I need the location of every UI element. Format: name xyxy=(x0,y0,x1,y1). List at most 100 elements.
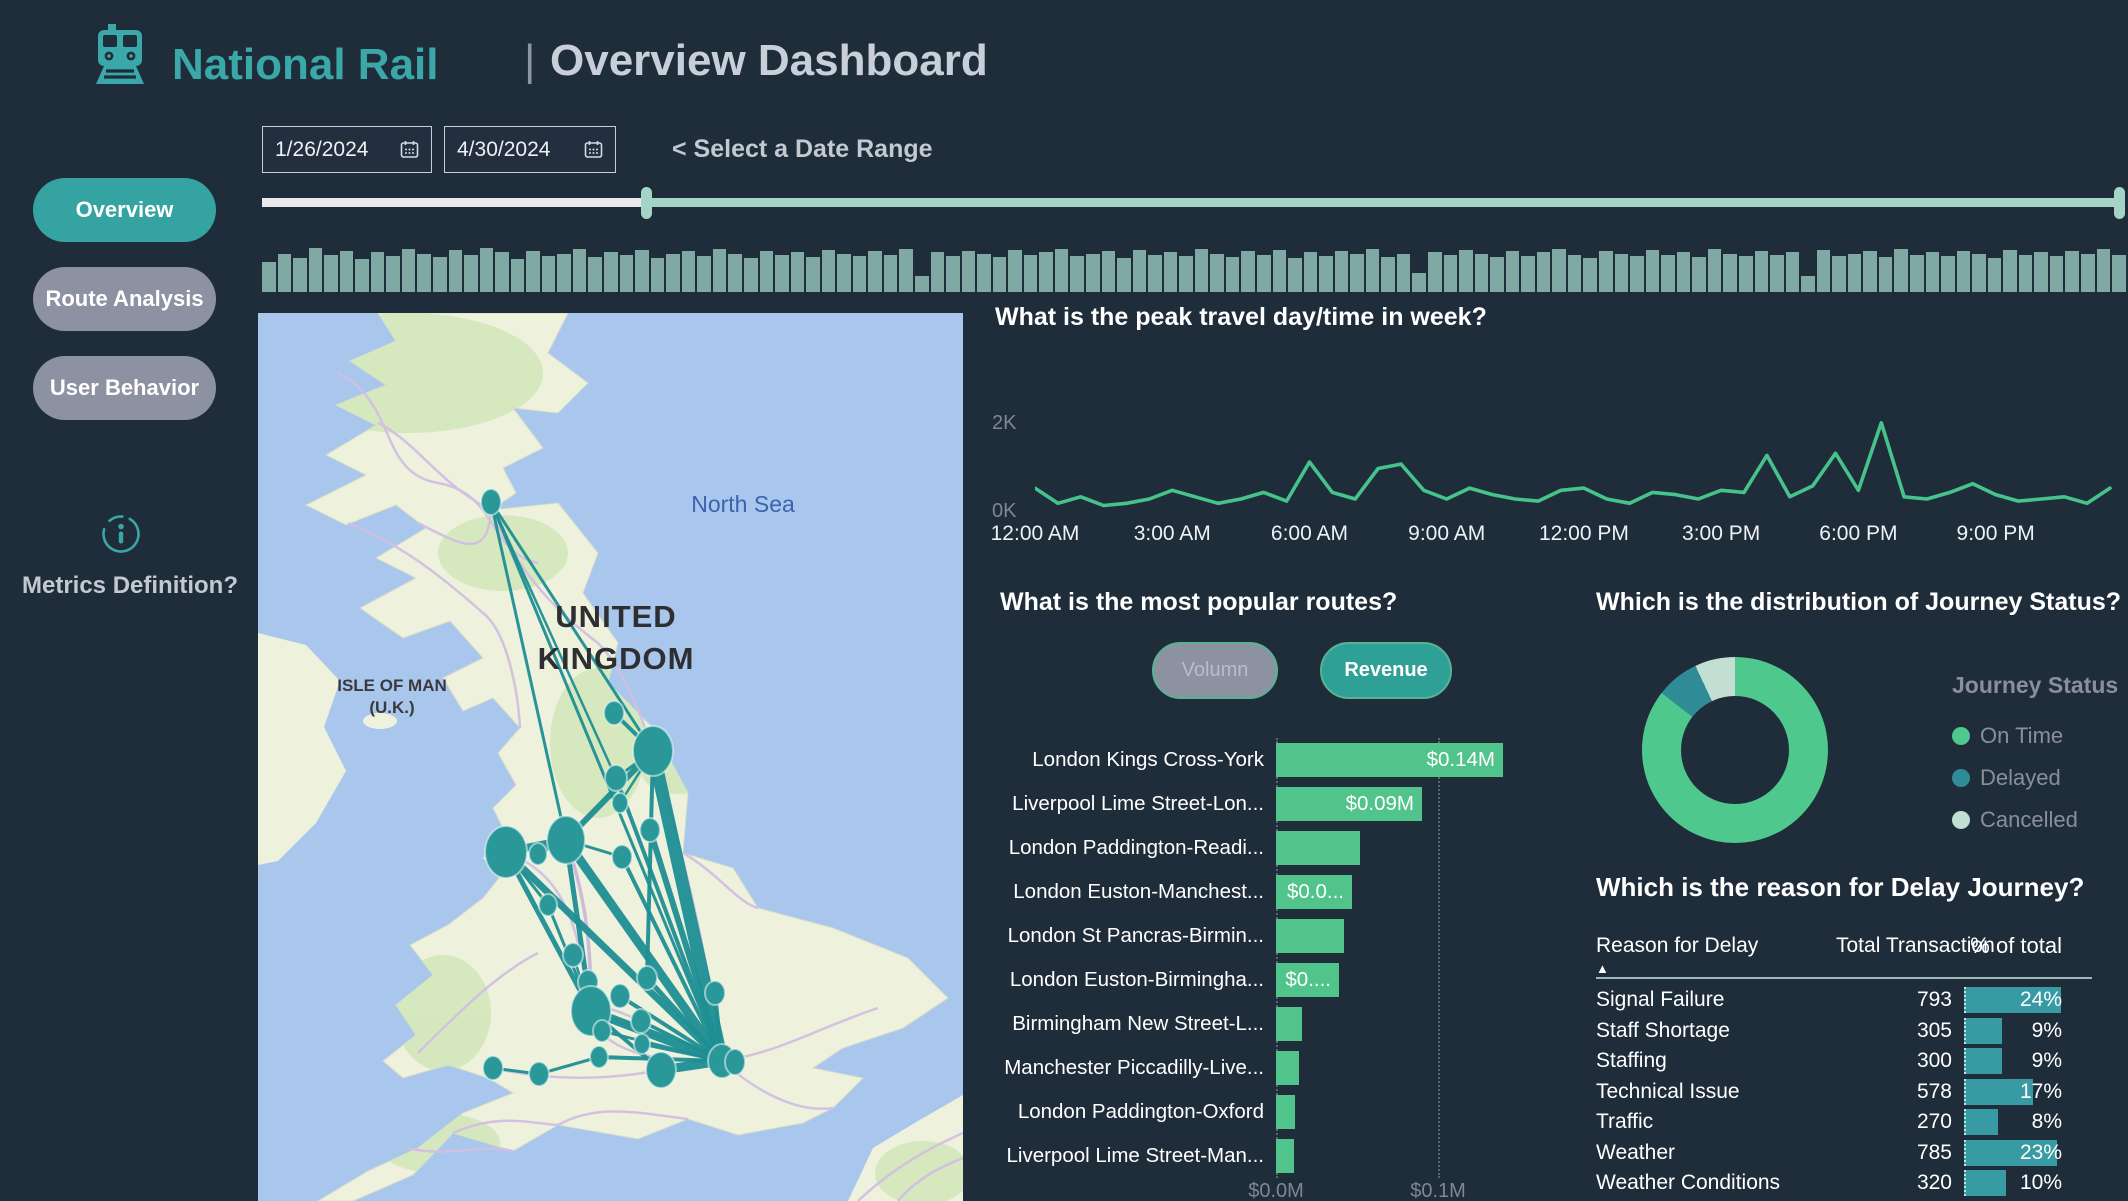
volumn-toggle-button[interactable]: Volumn xyxy=(1152,642,1278,699)
slider-track-unselected[interactable] xyxy=(262,198,646,207)
bar-row[interactable]: London Euston-Manchest... $0.0... xyxy=(1000,870,1530,914)
route-edge-liverpool-london[interactable] xyxy=(503,849,725,1064)
route-edge-manchester-london[interactable] xyxy=(562,837,726,1064)
station-node-n11[interactable] xyxy=(538,893,558,917)
col-header-reason[interactable]: Reason for Delay xyxy=(1596,934,1759,957)
bar-row[interactable]: London Paddington-Readi... xyxy=(1000,826,1530,870)
date-end-input[interactable]: 4/30/2024 xyxy=(444,126,616,173)
revenue-bar[interactable] xyxy=(1276,1051,1299,1085)
slider-handle-right[interactable] xyxy=(2114,187,2125,219)
station-node-n23[interactable] xyxy=(633,1033,651,1055)
station-node-n12[interactable] xyxy=(562,942,584,968)
station-node-n17[interactable] xyxy=(704,980,726,1006)
station-node-york[interactable] xyxy=(632,725,674,777)
route-edge-n6-london[interactable] xyxy=(647,829,725,1062)
slider-handle-left[interactable] xyxy=(641,187,652,219)
histogram-bar xyxy=(1272,250,1287,292)
station-node-n21[interactable] xyxy=(589,1045,609,1069)
histogram-bar xyxy=(2018,254,2033,292)
station-node-n7[interactable] xyxy=(611,844,633,870)
station-node-manchester[interactable] xyxy=(546,815,586,865)
route-edge-york-london[interactable] xyxy=(646,749,729,1063)
histogram-bar xyxy=(2096,249,2111,292)
x-axis-tick: 12:00 AM xyxy=(990,522,1080,545)
table-row[interactable]: Technical Issue 578 17% xyxy=(1596,1077,2096,1108)
calendar-icon[interactable] xyxy=(400,140,419,159)
station-node-edinburgh[interactable] xyxy=(480,488,502,516)
station-node-n9[interactable] xyxy=(528,842,548,866)
route-edge-liverpool-birmingham[interactable] xyxy=(503,850,594,1013)
bar-row[interactable]: London St Pancras-Birmin... xyxy=(1000,914,1530,958)
legend-item-delayed[interactable]: Delayed xyxy=(1952,757,2118,799)
revenue-bar[interactable]: $0.14M xyxy=(1276,743,1503,777)
legend-item-on-time[interactable]: On Time xyxy=(1952,715,2118,757)
route-edge-edinburgh-york[interactable] xyxy=(489,501,655,752)
info-icon[interactable] xyxy=(100,513,142,560)
revenue-bar[interactable] xyxy=(1276,1095,1295,1129)
station-node-liverpool[interactable] xyxy=(484,825,528,879)
bar-row[interactable]: Liverpool Lime Street-Man... xyxy=(1000,1134,1530,1178)
sidebar-item-overview[interactable]: Overview xyxy=(33,178,216,242)
station-node-london2[interactable] xyxy=(724,1048,746,1076)
station-node-n22[interactable] xyxy=(630,1008,652,1034)
table-row[interactable]: Staffing 300 9% xyxy=(1596,1046,2096,1077)
station-node-newcastle[interactable] xyxy=(603,700,625,726)
col-header-pct[interactable]: % of total xyxy=(1970,933,2062,958)
revenue-bar[interactable] xyxy=(1276,1007,1302,1041)
route-edge-n15-london[interactable] xyxy=(618,994,724,1063)
station-node-reading[interactable] xyxy=(645,1051,677,1089)
route-edge-n16-london[interactable] xyxy=(645,976,724,1063)
calendar-icon[interactable] xyxy=(584,140,603,159)
route-label: London Paddington-Readi... xyxy=(1008,836,1264,859)
table-row[interactable]: Weather Conditions 320 10% xyxy=(1596,1168,2096,1199)
uk-route-map[interactable]: North Sea UNITED KINGDOM ISLE OF MAN (U.… xyxy=(258,313,963,1201)
revenue-bar[interactable]: $0.... xyxy=(1276,963,1339,997)
legend-item-cancelled[interactable]: Cancelled xyxy=(1952,799,2118,841)
revenue-bar[interactable] xyxy=(1276,831,1360,865)
table-row[interactable]: Staff Shortage 305 9% xyxy=(1596,1016,2096,1047)
table-row[interactable]: Signal Failure 793 24% xyxy=(1596,985,2096,1016)
station-node-n18[interactable] xyxy=(592,1019,612,1043)
slider-track-selected[interactable] xyxy=(646,198,2122,207)
metrics-definition-link[interactable]: Metrics Definition? xyxy=(21,572,238,599)
route-edge-birmingham-london[interactable] xyxy=(589,1006,724,1066)
table-row[interactable]: Weather 785 23% xyxy=(1596,1138,2096,1169)
col-header-total[interactable]: Total Transaction xyxy=(1836,934,1995,957)
station-node-n16[interactable] xyxy=(636,965,658,991)
bar-row[interactable]: Birmingham New Street-L... xyxy=(1000,1002,1530,1046)
station-node-n15[interactable] xyxy=(609,983,631,1009)
sidebar-item-user-behavior[interactable]: User Behavior xyxy=(33,356,216,420)
station-node-n4[interactable] xyxy=(604,764,628,792)
route-edge-n7-london[interactable] xyxy=(620,856,724,1062)
bar-row[interactable]: Liverpool Lime Street-Lon... $0.09M xyxy=(1000,782,1530,826)
date-start-input[interactable]: 1/26/2024 xyxy=(262,126,432,173)
bar-row[interactable]: London Paddington-Oxford xyxy=(1000,1090,1530,1134)
revenue-bar[interactable] xyxy=(1276,919,1344,953)
revenue-toggle-button[interactable]: Revenue xyxy=(1320,642,1452,699)
revenue-bar[interactable]: $0.09M xyxy=(1276,787,1422,821)
popular-routes-bar-chart[interactable]: London Kings Cross-York $0.14M Liverpool L… xyxy=(1000,738,1530,1201)
histogram-bar xyxy=(1645,250,1660,292)
route-edge-n4-london[interactable] xyxy=(614,777,724,1062)
station-node-n20[interactable] xyxy=(528,1061,550,1087)
timeline-histogram[interactable] xyxy=(262,237,2128,292)
sidebar-item-route-analysis[interactable]: Route Analysis xyxy=(33,267,216,331)
bar-row[interactable]: London Euston-Birmingha... $0.... xyxy=(1000,958,1530,1002)
station-node-n6[interactable] xyxy=(639,817,661,843)
bar-row[interactable]: Manchester Piccadilly-Live... xyxy=(1000,1046,1530,1090)
station-node-cardiff[interactable] xyxy=(482,1055,504,1081)
pct-value: 17% xyxy=(2019,1079,2062,1103)
table-row[interactable]: Traffic 270 8% xyxy=(1596,1107,2096,1138)
revenue-bar[interactable]: $0.0... xyxy=(1276,875,1352,909)
station-node-n5[interactable] xyxy=(611,792,629,814)
delay-reason-table: Which is the reason for Delay Journey? R… xyxy=(1596,872,2096,1199)
route-edge-edinburgh-n4[interactable] xyxy=(489,501,618,779)
bar-row[interactable]: London Kings Cross-York $0.14M xyxy=(1000,738,1530,782)
revenue-bar[interactable] xyxy=(1276,1139,1294,1173)
peak-travel-line-chart[interactable]: 2K 0K 12:00 AM 3:00 AM 6:00 AM 9:00 AM 12:00… xyxy=(990,400,2128,560)
histogram-bar xyxy=(619,254,634,292)
pct-cell: 8% xyxy=(1964,1109,2062,1136)
histogram-bar xyxy=(1023,254,1038,292)
histogram-bar xyxy=(1039,252,1053,292)
route-edge-edinburgh-manchester[interactable] xyxy=(489,501,568,841)
